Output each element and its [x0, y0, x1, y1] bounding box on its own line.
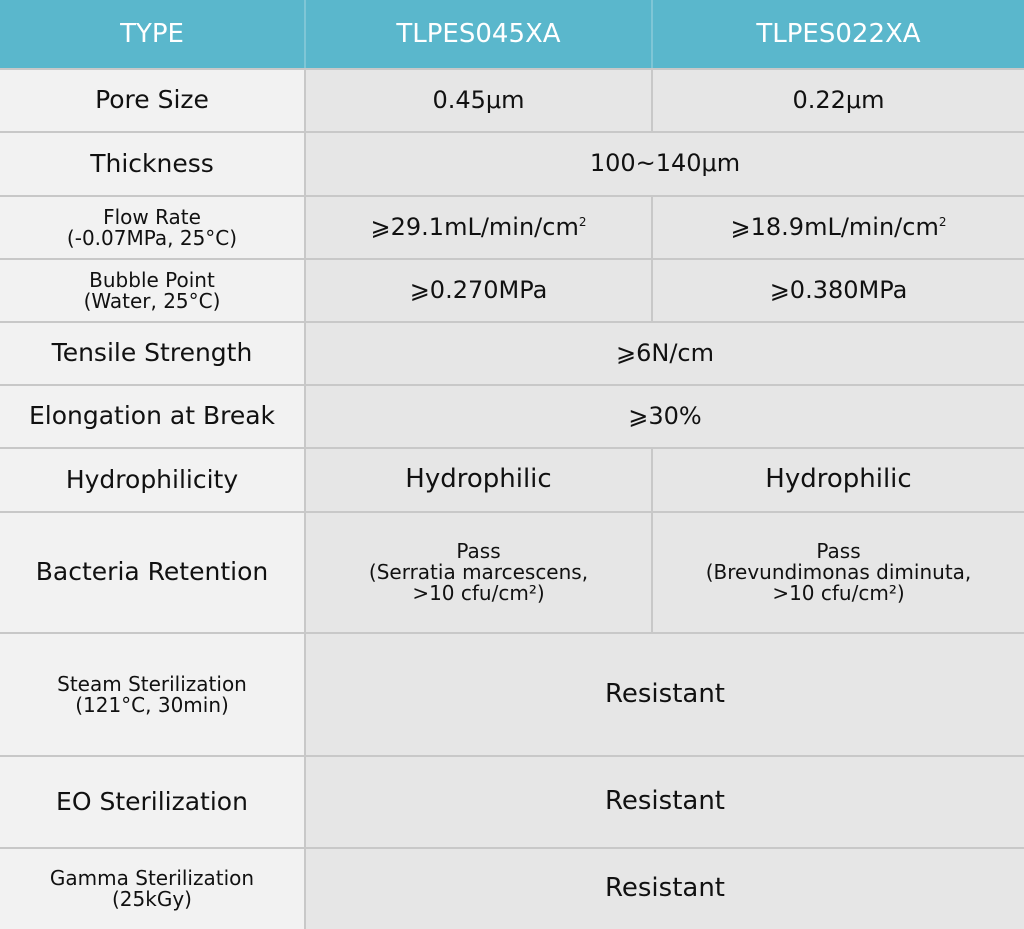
bacteria-result: Pass — [456, 539, 501, 563]
value-tensile-strength: ⩾6N/cm — [305, 322, 1024, 386]
steam-title: Steam Sterilization — [57, 671, 247, 696]
bacteria-organism: (Brevundimonas diminuta, — [705, 560, 972, 584]
bubble-point-condition: (Water, 25°C) — [83, 288, 221, 313]
row-elongation: Elongation at Break ⩾30% — [0, 385, 1024, 449]
label-eo-sterilization: EO Sterilization — [0, 756, 306, 849]
bacteria-concentration: >10 cfu/cm²) — [772, 581, 905, 605]
value-gamma-sterilization: Resistant — [305, 848, 1024, 929]
label-hydrophilicity: Hydrophilicity — [0, 448, 306, 513]
flow-rate-045-text: ⩾29.1mL/min/cm — [370, 212, 579, 241]
value-steam-sterilization: Resistant — [305, 633, 1024, 757]
bacteria-organism: (Serratia marcescens, — [368, 560, 589, 584]
superscript: 2 — [938, 214, 947, 229]
model-header-045: TLPES045XA — [305, 0, 653, 70]
bubble-point-title: Bubble Point — [89, 267, 215, 292]
row-gamma-sterilization: Gamma Sterilization (25kGy) Resistant — [0, 848, 1024, 929]
value-bacteria-retention-045: Pass (Serratia marcescens, >10 cfu/cm²) — [305, 512, 653, 634]
row-bubble-point: Bubble Point (Water, 25°C) ⩾0.270MPa ⩾0.… — [0, 259, 1024, 323]
label-flow-rate: Flow Rate (-0.07MPa, 25°C) — [0, 196, 306, 260]
bacteria-result: Pass — [816, 539, 861, 563]
steam-condition: (121°C, 30min) — [75, 692, 229, 717]
gamma-title: Gamma Sterilization — [49, 866, 255, 890]
label-tensile-strength: Tensile Strength — [0, 322, 306, 386]
row-pore-size: Pore Size 0.45μm 0.22μm — [0, 69, 1024, 133]
label-pore-size: Pore Size — [0, 69, 306, 133]
label-gamma-sterilization: Gamma Sterilization (25kGy) — [0, 848, 306, 929]
value-pore-size-022: 0.22μm — [652, 69, 1024, 133]
row-hydrophilicity: Hydrophilicity Hydrophilic Hydrophilic — [0, 448, 1024, 513]
label-bacteria-retention: Bacteria Retention — [0, 512, 306, 634]
bacteria-concentration: >10 cfu/cm²) — [412, 581, 545, 605]
value-bacteria-retention-022: Pass (Brevundimonas diminuta, >10 cfu/cm… — [652, 512, 1024, 634]
flow-rate-condition: (-0.07MPa, 25°C) — [66, 225, 238, 250]
row-tensile-strength: Tensile Strength ⩾6N/cm — [0, 322, 1024, 386]
value-bubble-point-045: ⩾0.270MPa — [305, 259, 653, 323]
flow-rate-022-text: ⩾18.9mL/min/cm — [730, 212, 939, 241]
value-eo-sterilization: Resistant — [305, 756, 1024, 849]
row-thickness: Thickness 100~140μm — [0, 132, 1024, 197]
value-pore-size-045: 0.45μm — [305, 69, 653, 133]
value-flow-rate-045: ⩾29.1mL/min/cm2 — [305, 196, 653, 260]
value-bubble-point-022: ⩾0.380MPa — [652, 259, 1024, 323]
row-steam-sterilization: Steam Sterilization (121°C, 30min) Resis… — [0, 633, 1024, 757]
row-flow-rate: Flow Rate (-0.07MPa, 25°C) ⩾29.1mL/min/c… — [0, 196, 1024, 260]
label-bubble-point: Bubble Point (Water, 25°C) — [0, 259, 306, 323]
row-bacteria-retention: Bacteria Retention Pass (Serratia marces… — [0, 512, 1024, 634]
value-elongation: ⩾30% — [305, 385, 1024, 449]
value-hydrophilicity-045: Hydrophilic — [305, 448, 653, 513]
type-header: TYPE — [0, 0, 306, 70]
row-eo-sterilization: EO Sterilization Resistant — [0, 756, 1024, 849]
value-thickness: 100~140μm — [305, 132, 1024, 197]
value-flow-rate-022: ⩾18.9mL/min/cm2 — [652, 196, 1024, 260]
label-steam-sterilization: Steam Sterilization (121°C, 30min) — [0, 633, 306, 757]
header-row: TYPE TLPES045XA TLPES022XA — [0, 0, 1024, 70]
flow-rate-title: Flow Rate — [103, 204, 201, 229]
model-header-022: TLPES022XA — [652, 0, 1024, 70]
superscript: 2 — [578, 214, 587, 229]
value-hydrophilicity-022: Hydrophilic — [652, 448, 1024, 513]
label-elongation: Elongation at Break — [0, 385, 306, 449]
label-thickness: Thickness — [0, 132, 306, 197]
gamma-condition: (25kGy) — [112, 887, 192, 911]
